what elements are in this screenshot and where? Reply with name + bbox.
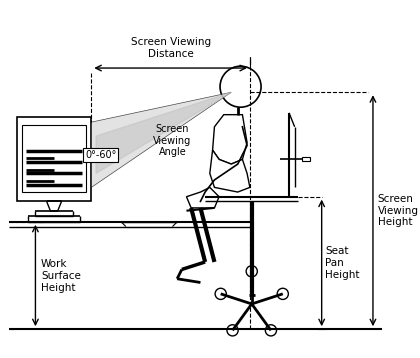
FancyBboxPatch shape <box>17 117 92 202</box>
Text: 0°-60°: 0°-60° <box>85 150 116 160</box>
FancyBboxPatch shape <box>22 125 86 192</box>
Text: Work
Surface
Height: Work Surface Height <box>41 259 81 292</box>
Circle shape <box>215 288 226 299</box>
Circle shape <box>227 325 238 336</box>
Text: Seat
Pan
Height: Seat Pan Height <box>326 246 360 280</box>
Polygon shape <box>186 187 219 208</box>
Polygon shape <box>92 92 231 187</box>
Circle shape <box>246 266 257 277</box>
Circle shape <box>265 325 276 336</box>
Polygon shape <box>213 115 247 164</box>
Text: Screen
Viewing
Height: Screen Viewing Height <box>378 194 419 227</box>
Circle shape <box>220 66 261 107</box>
Polygon shape <box>210 150 250 192</box>
Polygon shape <box>96 92 231 173</box>
Text: Screen Viewing
Distance: Screen Viewing Distance <box>131 37 211 59</box>
Text: Screen
Viewing
Angle: Screen Viewing Angle <box>153 124 192 158</box>
Circle shape <box>277 288 289 299</box>
Bar <box>302 156 310 161</box>
